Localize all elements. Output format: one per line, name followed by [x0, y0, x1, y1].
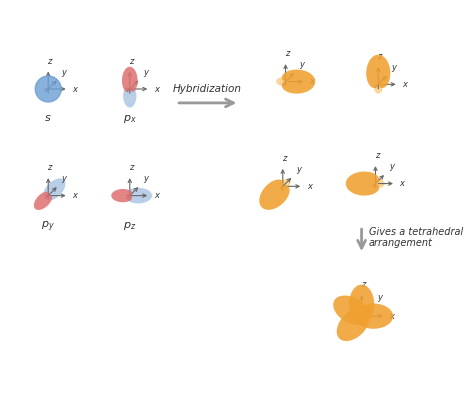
- Text: y: y: [377, 293, 382, 302]
- Text: $p_x$: $p_x$: [123, 114, 137, 125]
- Text: Hybridization: Hybridization: [173, 84, 242, 94]
- Polygon shape: [127, 188, 152, 204]
- Text: $p_y$: $p_y$: [41, 219, 55, 234]
- Polygon shape: [123, 87, 137, 107]
- Text: x: x: [400, 179, 405, 188]
- Text: x: x: [307, 182, 312, 191]
- Text: z: z: [47, 57, 52, 66]
- Polygon shape: [359, 308, 370, 319]
- Text: y: y: [299, 60, 304, 69]
- Polygon shape: [357, 315, 366, 326]
- Text: x: x: [73, 191, 77, 200]
- Text: z: z: [361, 280, 365, 289]
- Text: y: y: [389, 162, 394, 171]
- Polygon shape: [44, 178, 65, 200]
- Polygon shape: [259, 179, 290, 210]
- Polygon shape: [359, 313, 371, 323]
- Text: z: z: [129, 164, 133, 173]
- Text: x: x: [73, 85, 77, 94]
- Polygon shape: [34, 192, 52, 210]
- Polygon shape: [111, 189, 132, 202]
- Polygon shape: [351, 311, 363, 321]
- Text: y: y: [62, 174, 67, 183]
- Text: z: z: [47, 164, 52, 173]
- Polygon shape: [276, 77, 287, 86]
- Circle shape: [35, 76, 61, 102]
- Text: y: y: [392, 63, 397, 72]
- Text: y: y: [143, 68, 148, 77]
- Polygon shape: [333, 295, 368, 324]
- Polygon shape: [337, 309, 369, 341]
- Text: y: y: [296, 165, 301, 174]
- Text: x: x: [310, 77, 315, 86]
- Text: $p_z$: $p_z$: [123, 220, 137, 232]
- Text: z: z: [282, 154, 286, 163]
- Polygon shape: [374, 83, 383, 94]
- Text: z: z: [285, 49, 289, 59]
- Polygon shape: [122, 67, 137, 92]
- Text: Gives a tetrahedral
arrangement: Gives a tetrahedral arrangement: [369, 227, 463, 248]
- Polygon shape: [282, 70, 315, 94]
- Text: x: x: [402, 80, 407, 89]
- Polygon shape: [281, 179, 290, 189]
- Text: z: z: [129, 57, 133, 66]
- Text: x: x: [389, 312, 394, 321]
- Text: z: z: [377, 52, 382, 61]
- Polygon shape: [349, 284, 374, 320]
- Text: x: x: [154, 85, 159, 94]
- Polygon shape: [366, 55, 390, 88]
- Polygon shape: [358, 304, 393, 329]
- Text: z: z: [374, 151, 379, 160]
- Text: y: y: [62, 68, 67, 77]
- Text: y: y: [143, 174, 148, 183]
- Text: s: s: [46, 114, 51, 123]
- Polygon shape: [346, 171, 379, 196]
- Text: x: x: [154, 191, 159, 200]
- Polygon shape: [374, 179, 385, 188]
